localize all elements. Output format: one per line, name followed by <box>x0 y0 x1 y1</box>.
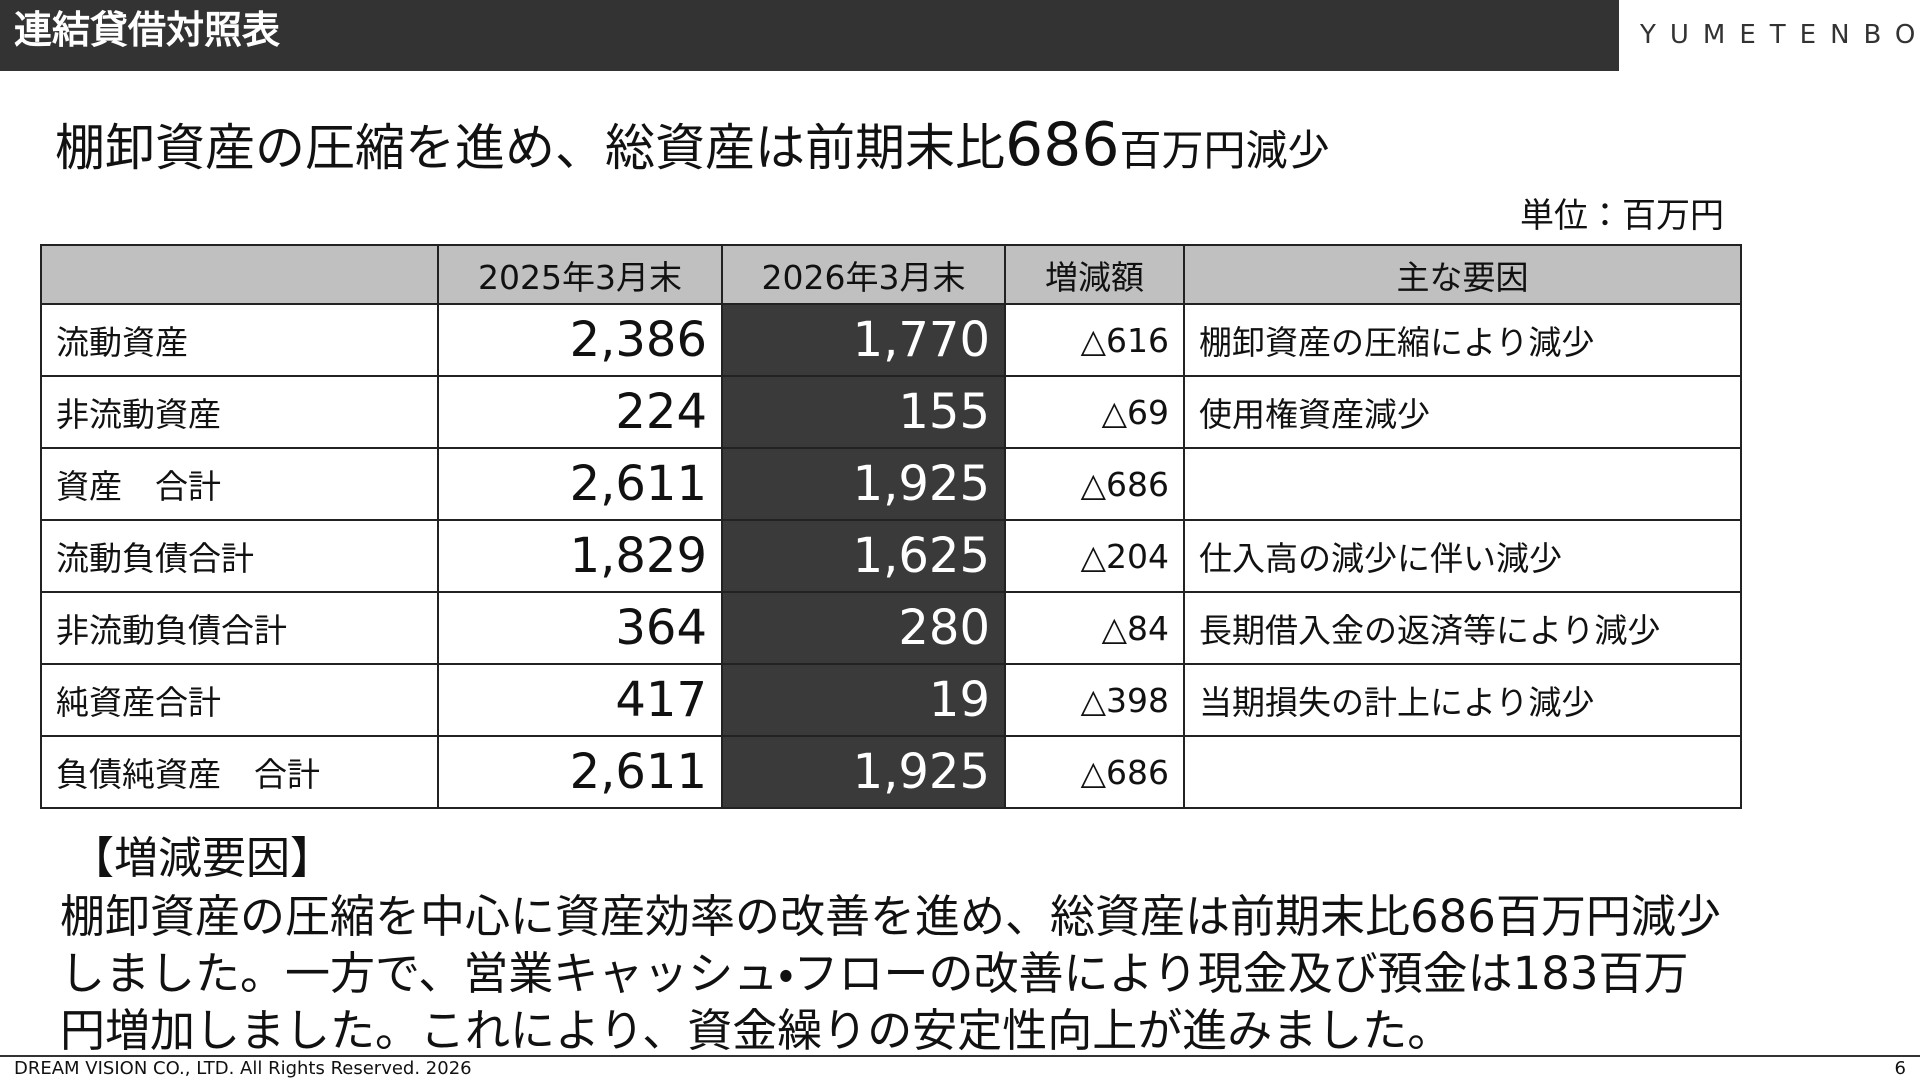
table-cell: △686 <box>1004 735 1185 809</box>
table-cell: 1,770 <box>721 303 1006 377</box>
table-cell: 2,611 <box>437 735 723 809</box>
table-cell: 2,611 <box>437 447 723 521</box>
table-cell: 417 <box>437 663 723 737</box>
table-cell: 仕入高の減少に伴い減少 <box>1183 519 1742 593</box>
table-cell: 280 <box>721 591 1006 665</box>
notes-line: しました。一方で、営業キャッシュ・フローの改善により現金及び預金は183百万 <box>60 947 1689 1000</box>
logo: YUMETENBO <box>1640 20 1920 50</box>
page-number: 6 <box>1894 1058 1906 1079</box>
table-cell: 2,386 <box>437 303 723 377</box>
table-row: 非流動負債合計 364 280 △84 長期借入金の返済等により減少 <box>40 591 1742 665</box>
table-cell: 19 <box>721 663 1006 737</box>
table-cell: △69 <box>1004 375 1185 449</box>
notes-line: 棚卸資産の圧縮を中心に資産効率の改善を進め、総資産は前期末比686百万円減少 <box>60 890 1721 943</box>
table-cell: 364 <box>437 591 723 665</box>
table-cell: 棚卸資産の圧縮により減少 <box>1183 303 1742 377</box>
headline-text: 百万円減少 <box>1119 126 1330 175</box>
header-row: 2025年3月末 2026年3月末 増減額 主な要因 <box>40 244 1742 305</box>
table-row: 流動資産 2,386 1,770 △616 棚卸資産の圧縮により減少 <box>40 303 1742 377</box>
table-row: 非流動資産 224 155 △69 使用権資産減少 <box>40 375 1742 449</box>
table-cell <box>1183 735 1742 809</box>
table-cell: 当期損失の計上により減少 <box>1183 663 1742 737</box>
unit: 単位：百万円 <box>1520 196 1724 236</box>
table-cell: 流動資産 <box>40 303 439 377</box>
table-cell: △204 <box>1004 519 1185 593</box>
headline-number: 686 <box>1005 110 1120 180</box>
column-header: 主な要因 <box>1183 244 1742 305</box>
table-cell: 1,829 <box>437 519 723 593</box>
notes-line: 円増加しました。これにより、資金繰りの安定性向上が進みました。 <box>60 1004 1453 1057</box>
column-header: 2025年3月末 <box>437 244 723 305</box>
table-cell: 非流動資産 <box>40 375 439 449</box>
table-cell: △398 <box>1004 663 1185 737</box>
table-row: 流動負債合計 1,829 1,625 △204 仕入高の減少に伴い減少 <box>40 519 1742 593</box>
table-cell: 資産 合計 <box>40 447 439 521</box>
column-header: 2026年3月末 <box>721 244 1006 305</box>
table-cell: 純資産合計 <box>40 663 439 737</box>
table-cell: 224 <box>437 375 723 449</box>
headline: 棚卸資産の圧縮を進め、総資産は前期末比686百万円減少 <box>55 108 1330 180</box>
table-cell: 流動負債合計 <box>40 519 439 593</box>
table-cell: 長期借入金の返済等により減少 <box>1183 591 1742 665</box>
copyright: DREAM VISION CO., LTD. All Rights Reserv… <box>14 1058 472 1079</box>
table-cell: 1,925 <box>721 735 1006 809</box>
table-row: 純資産合計 417 19 △398 当期損失の計上により減少 <box>40 663 1742 737</box>
table-cell: 1,925 <box>721 447 1006 521</box>
headline-text: 棚卸資産の圧縮を進め、総資産は前期末比 <box>55 119 1005 177</box>
table-cell: 1,625 <box>721 519 1006 593</box>
table-cell: 非流動負債合計 <box>40 591 439 665</box>
header-title: 連結貸借対照表 <box>0 0 1619 71</box>
footer-rule <box>0 1055 1920 1057</box>
table-cell: △84 <box>1004 591 1185 665</box>
table-cell: △616 <box>1004 303 1185 377</box>
table-row: 負債純資産 合計 2,611 1,925 △686 <box>40 735 1742 809</box>
table-cell <box>1183 447 1742 521</box>
column-header <box>40 244 439 305</box>
table-cell: 負債純資産 合計 <box>40 735 439 809</box>
table-cell: 使用権資産減少 <box>1183 375 1742 449</box>
balance-table: 2025年3月末 2026年3月末 増減額 主な要因 流動資産 2,386 1,770 △61… <box>40 244 1742 809</box>
table-cell: △686 <box>1004 447 1185 521</box>
notes-heading: 【増減要因】 <box>70 833 334 884</box>
table-cell: 155 <box>721 375 1006 449</box>
table-row: 資産 合計 2,611 1,925 △686 <box>40 447 1742 521</box>
column-header: 増減額 <box>1004 244 1185 305</box>
